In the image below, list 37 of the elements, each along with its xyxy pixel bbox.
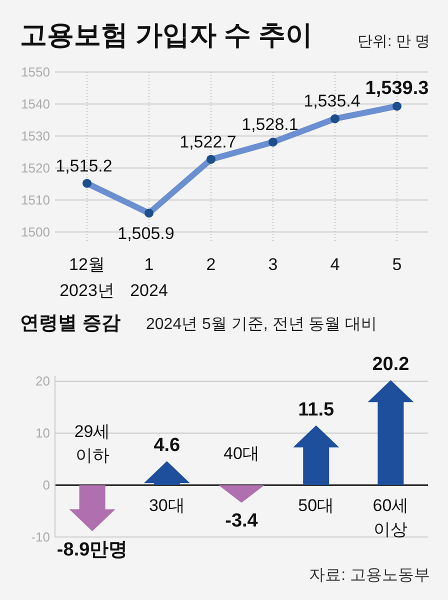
y-tick-label: 1500 [21,224,50,240]
data-label: 20.2 [372,354,410,376]
y-tick-label: 1550 [21,64,50,80]
chart-subtitle: 2024년 5월 기준, 전년 동월 대비 [146,316,378,333]
data-label: 1,515.2 [56,156,112,176]
y-tick-label: 20 [36,374,50,389]
x-tick-label: 4 [330,255,340,274]
data-label: 11.5 [298,399,334,420]
x-tick-label: 2 [206,255,216,274]
data-label: -8.9만명 [56,539,128,560]
y-tick-label: 1530 [21,128,50,144]
x-tick-label: 60세 이상 [372,496,409,540]
data-label: 1,522.7 [180,132,236,152]
y-tick-label: 1510 [21,192,50,208]
data-label: 1,539.3 [365,78,429,100]
data-label: 4.6 [154,435,180,456]
y-tick-label: 10 [36,426,50,441]
text: 자료: 고용노동부 [309,567,430,584]
data-label: 1,528.1 [242,115,298,134]
y-tick-label: 1540 [21,96,50,112]
text: 단위: 만 명 [357,33,430,50]
x-tick-label: 3 [268,255,278,274]
chart-title: 연령별 증감 [20,313,120,334]
y-tick-label: 0 [42,478,50,493]
chart-title: 고용보험 가입자 수 추이 [20,20,313,50]
x-tick-label: 5 [392,255,402,274]
x-tick-label: 40대 [224,444,260,464]
data-label: 1,535.4 [304,92,360,111]
x-tick-label: 50대 [298,496,334,516]
data-label: 1,505.9 [118,224,174,244]
x-tick-label: 12월 2023년 [60,255,114,300]
y-tick-label: 1520 [21,160,50,176]
x-tick-label: 1 2024 [130,255,168,300]
x-tick-label: 30대 [148,496,185,516]
y-tick-label: -10 [31,530,50,545]
data-label: -3.4 [225,510,258,532]
x-tick-label: 29세 이하 [74,422,110,466]
